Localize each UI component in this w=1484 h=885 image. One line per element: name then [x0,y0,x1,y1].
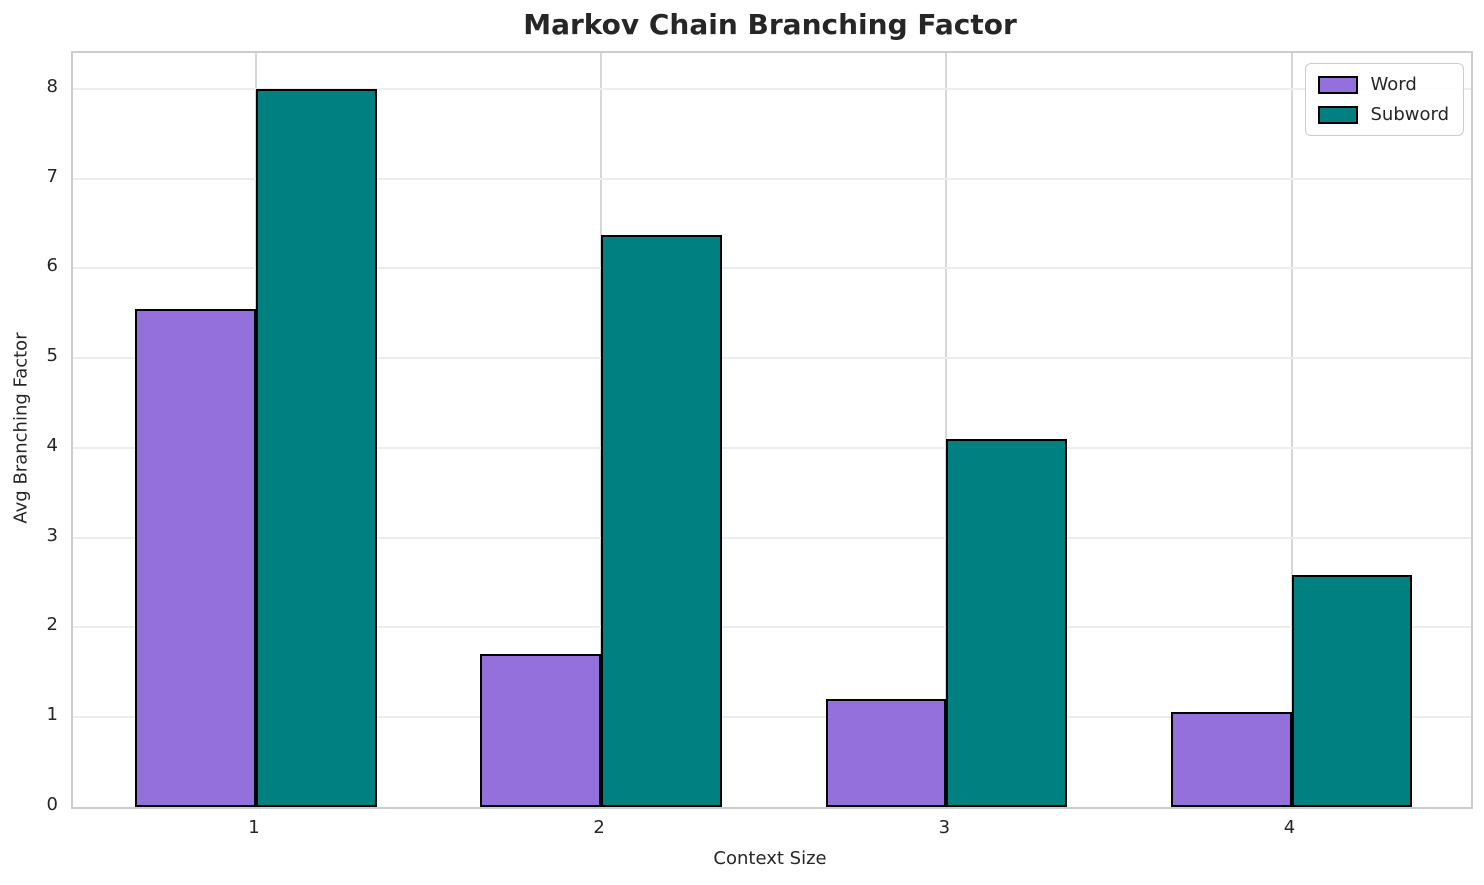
x-axis-title: Context Size [713,848,827,869]
bar-word-context-2 [480,654,602,807]
legend-swatch-word [1318,75,1359,94]
gridline-horizontal [73,716,1471,719]
gridline-horizontal [73,626,1471,629]
legend-item-word: Word [1318,74,1449,95]
chart-title: Markov Chain Branching Factor [523,8,1017,41]
y-axis-title: Avg Branching Factor [10,332,32,524]
y-axis-tick-label: 4 [46,434,58,456]
gridline-horizontal [73,267,1471,270]
bar-word-context-1 [135,308,256,807]
legend-label-subword: Subword [1370,104,1449,125]
x-axis-tick-label: 2 [593,817,605,838]
bar-word-context-4 [1170,711,1292,807]
bar-subword-context-3 [946,438,1068,807]
y-axis-tick-label: 5 [46,345,58,367]
y-axis-tick-label: 8 [46,75,58,97]
gridline-horizontal [73,536,1471,539]
y-axis-tick-label: 6 [46,255,58,277]
y-axis-tick-label: 0 [46,794,58,815]
y-axis-tick-label: 1 [46,704,58,726]
plot-area [71,51,1473,809]
legend: Word Subword [1305,63,1464,136]
y-axis-tick-label: 3 [46,524,58,546]
gridline-horizontal [73,357,1471,360]
y-axis-tick-label: 2 [46,614,58,636]
legend-swatch-subword [1318,105,1359,124]
gridline-horizontal [73,446,1471,449]
legend-label-word: Word [1370,74,1417,95]
gridline-vertical [1290,53,1293,807]
bar-subword-context-4 [1291,575,1413,807]
bar-word-context-3 [825,699,947,807]
gridline-horizontal [73,87,1471,90]
gridline-horizontal [73,177,1471,180]
x-axis-tick-label: 4 [1283,817,1296,838]
legend-item-subword: Subword [1318,104,1449,125]
bar-subword-context-1 [255,88,377,807]
y-axis-tick-label: 7 [46,165,58,187]
bar-subword-context-2 [601,235,722,807]
x-axis-tick-label: 3 [938,817,951,838]
gridline-vertical [945,53,948,807]
x-axis-tick-label: 1 [248,817,260,838]
